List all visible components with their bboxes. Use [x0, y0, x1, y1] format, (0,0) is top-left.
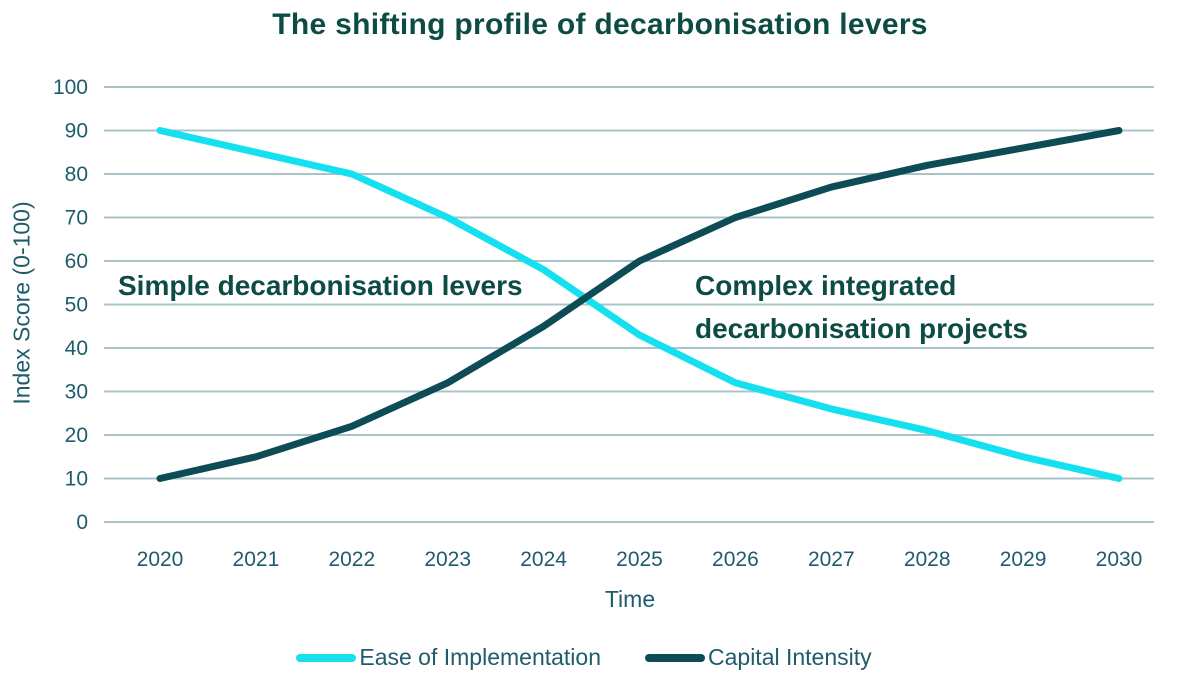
x-tick-label-2022: 2022 — [328, 548, 375, 571]
legend-label-ease: Ease of Implementation — [359, 644, 601, 670]
y-tick-label-50: 50 — [65, 294, 88, 317]
y-axis-title: Index Score (0-100) — [8, 201, 35, 405]
series-line-1 — [156, 127, 1123, 482]
y-tick-label-60: 60 — [65, 250, 88, 273]
y-tick-label-30: 30 — [65, 381, 88, 404]
annotation-simple-levers: Simple decarbonisation levers — [118, 270, 523, 301]
x-tick-label-2020: 2020 — [137, 548, 184, 571]
y-tick-label-90: 90 — [65, 120, 88, 143]
legend: Ease of Implementation Capital Intensity — [0, 644, 1184, 671]
y-tick-label-100: 100 — [53, 76, 88, 99]
y-tick-label-0: 0 — [76, 511, 88, 534]
annotation-complex-projects: Complex integrated decarbonisation proje… — [695, 270, 1028, 344]
x-axis-title: Time — [604, 586, 656, 612]
legend-swatch-capital-icon — [645, 653, 705, 662]
x-tick-label-2025: 2025 — [616, 548, 663, 571]
x-tick-label-2028: 2028 — [904, 548, 951, 571]
x-tick-label-2021: 2021 — [233, 548, 280, 571]
x-tick-label-2024: 2024 — [520, 548, 567, 571]
y-tick-label-40: 40 — [65, 337, 88, 360]
y-tick-label-70: 70 — [65, 207, 88, 230]
legend-swatch-ease-icon — [296, 653, 357, 662]
legend-item-ease: Ease of Implementation — [296, 644, 601, 671]
y-tick-label-10: 10 — [65, 468, 88, 491]
legend-item-capital: Capital Intensity — [645, 644, 872, 671]
legend-label-capital: Capital Intensity — [708, 644, 872, 670]
x-tick-label-2023: 2023 — [424, 548, 471, 571]
x-tick-label-2026: 2026 — [712, 548, 759, 571]
x-tick-label-2030: 2030 — [1096, 548, 1143, 571]
x-tick-label-2027: 2027 — [808, 548, 855, 571]
series-line-0 — [156, 127, 1123, 482]
y-tick-label-80: 80 — [65, 163, 88, 186]
y-tick-label-20: 20 — [65, 424, 88, 447]
x-tick-label-2029: 2029 — [1000, 548, 1047, 571]
chart-title: The shifting profile of decarbonisation … — [272, 8, 928, 41]
